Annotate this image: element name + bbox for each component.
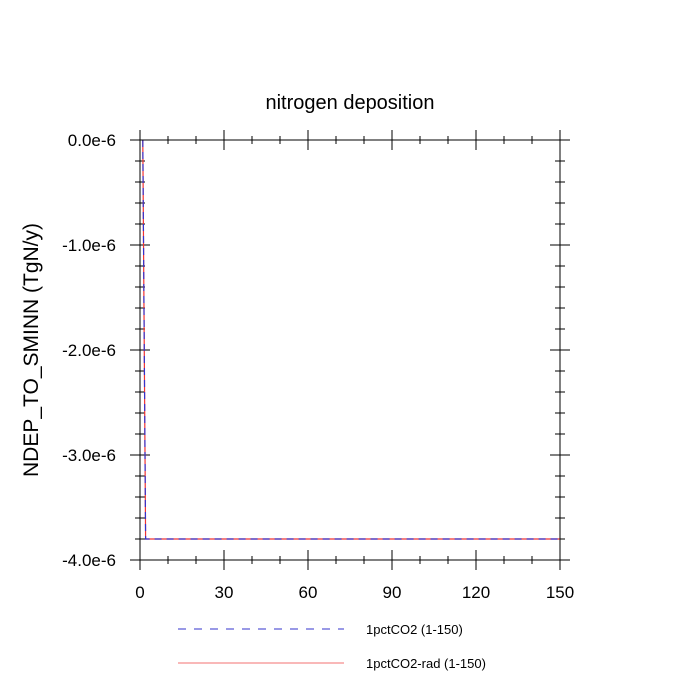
series-line-0: [142, 139, 560, 540]
y-tick-labels: 0.0e-6 -1.0e-6 -2.0e-6 -3.0e-6 -4.0e-6: [62, 131, 116, 570]
legend: 1pctCO2 (1-150) 1pctCO2-rad (1-150): [178, 622, 486, 671]
x-tick-label: 90: [383, 583, 402, 602]
tick-marks: [130, 130, 570, 570]
x-tick-label: 30: [215, 583, 234, 602]
series-line-1: [142, 139, 560, 540]
y-tick-label: -2.0e-6: [62, 341, 116, 360]
x-tick-label: 150: [546, 583, 574, 602]
y-tick-label: -3.0e-6: [62, 446, 116, 465]
series-lines: [142, 139, 560, 540]
y-axis-label: NDEP_TO_SMINN (TgN/y): [20, 223, 43, 477]
y-tick-label: 0.0e-6: [68, 131, 116, 150]
y-tick-label: -1.0e-6: [62, 236, 116, 255]
x-tick-label: 120: [462, 583, 490, 602]
y-tick-label: -4.0e-6: [62, 551, 116, 570]
legend-label-1: 1pctCO2-rad (1-150): [366, 656, 486, 671]
x-tick-labels: 0 30 60 90 120 150: [135, 583, 574, 602]
plot-frame: [139, 139, 561, 561]
x-tick-label: 0: [135, 583, 144, 602]
chart-title: nitrogen deposition: [265, 92, 434, 114]
legend-label-0: 1pctCO2 (1-150): [366, 622, 463, 637]
x-tick-label: 60: [299, 583, 318, 602]
